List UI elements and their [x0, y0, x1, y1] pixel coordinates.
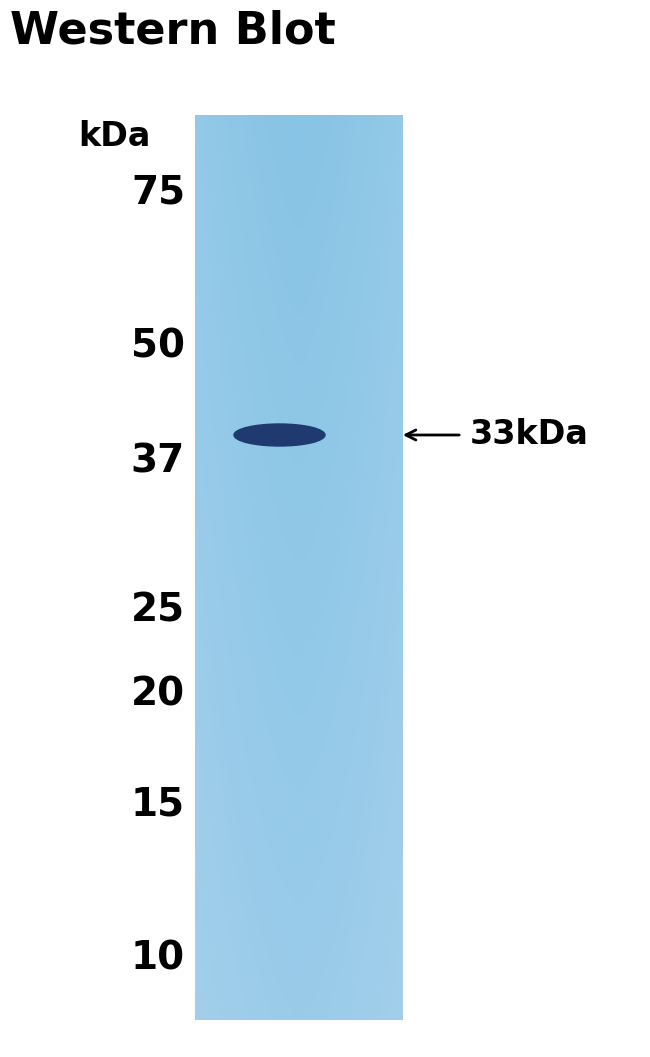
Text: 33kDa: 33kDa	[470, 419, 589, 451]
Text: Western Blot: Western Blot	[10, 10, 336, 53]
Text: 10: 10	[131, 940, 185, 978]
Text: kDa: kDa	[78, 120, 150, 153]
Ellipse shape	[234, 424, 325, 446]
Text: 20: 20	[131, 675, 185, 713]
Text: 15: 15	[131, 785, 185, 823]
Text: 50: 50	[131, 328, 185, 366]
Text: 75: 75	[131, 173, 185, 211]
Text: 25: 25	[131, 591, 185, 629]
Text: 37: 37	[131, 442, 185, 480]
